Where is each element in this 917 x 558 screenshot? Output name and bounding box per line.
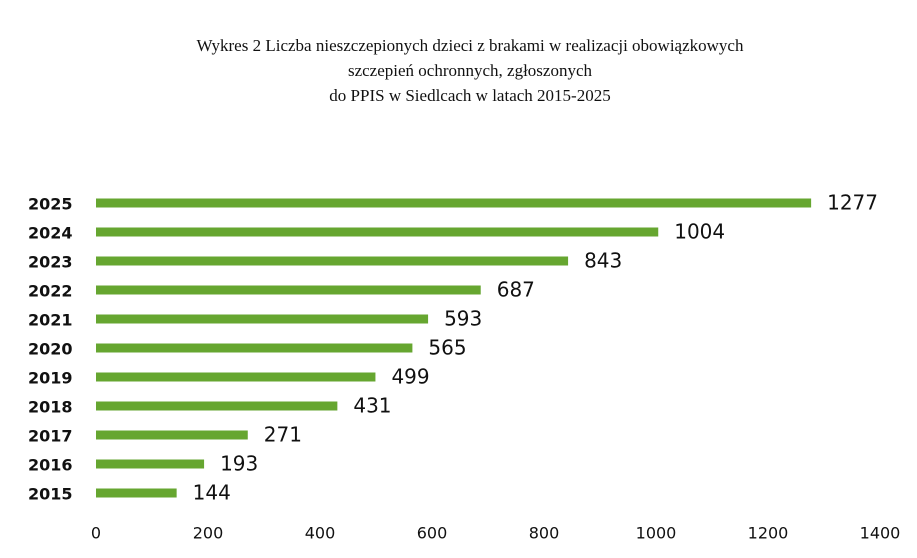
x-tick-label: 0 [91,524,101,543]
bar [96,256,569,266]
bar [96,430,248,440]
bar [96,459,205,469]
data-label: 1277 [827,191,878,215]
data-label: 193 [220,452,258,476]
x-tick-label: 200 [193,524,224,543]
x-tick-label: 600 [417,524,448,543]
y-tick-label: 2022 [28,282,73,301]
x-tick-label: 800 [529,524,560,543]
bar [96,343,413,353]
data-label: 431 [353,394,391,418]
bar [96,198,812,208]
x-tick-label: 1400 [860,524,901,543]
x-tick-label: 1200 [748,524,789,543]
data-label: 593 [444,307,482,331]
data-label: 271 [264,423,302,447]
data-label: 144 [193,481,231,505]
data-label: 687 [497,278,535,302]
chart-title: Wykres 2 Liczba nieszczepionych dzieci z… [197,36,744,55]
data-label: 565 [428,336,466,360]
y-tick-label: 2016 [28,456,73,475]
data-label: 843 [584,249,622,273]
y-tick-label: 2020 [28,340,73,359]
chart-title: do PPIS w Siedlcach w latach 2015-2025 [329,86,610,105]
bar [96,314,429,324]
bar [96,227,659,237]
y-tick-label: 2021 [28,311,73,330]
y-tick-label: 2025 [28,195,73,214]
y-tick-label: 2018 [28,398,73,417]
y-tick-label: 2019 [28,369,73,388]
bar [96,488,177,498]
bar [96,372,376,382]
y-tick-label: 2015 [28,485,73,504]
x-tick-label: 1000 [636,524,677,543]
chart-title: szczepień ochronnych, zgłoszonych [348,61,593,80]
y-tick-label: 2017 [28,427,73,446]
data-label: 1004 [674,220,725,244]
bar [96,401,338,411]
y-tick-label: 2024 [28,224,73,243]
y-tick-label: 2023 [28,253,73,272]
bar [96,285,481,295]
data-label: 499 [391,365,429,389]
x-tick-label: 400 [305,524,336,543]
